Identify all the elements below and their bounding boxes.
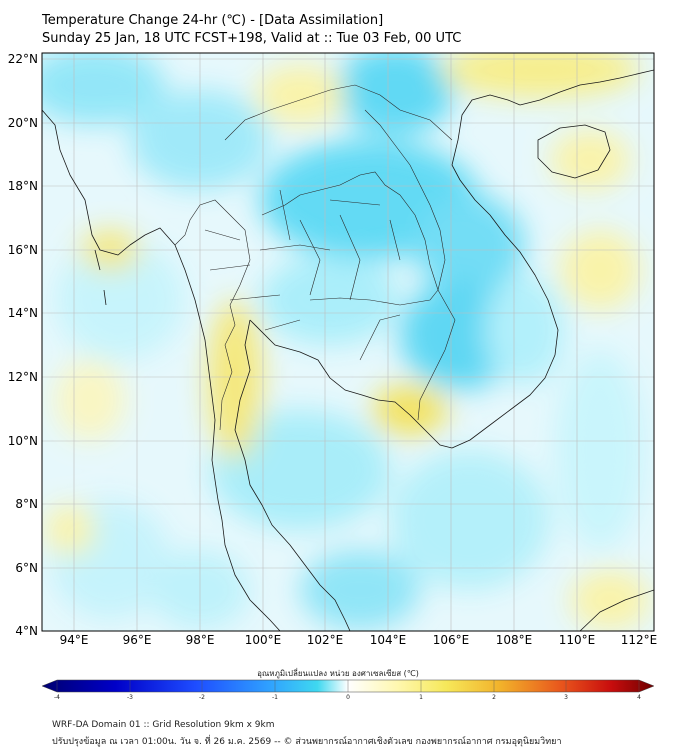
lat-label-16: 16°N xyxy=(7,243,38,257)
lon-label-98: 98°E xyxy=(185,633,215,647)
lat-label-18: 18°N xyxy=(7,179,38,193)
colorbar-tick: 0 xyxy=(346,694,350,701)
colorbar-title: อุณหภูมิเปลี่ยนแปลง หน่วย องศาเซลเซียส (… xyxy=(257,669,419,678)
lon-label-96: 96°E xyxy=(122,633,152,647)
lat-label-14: 14°N xyxy=(7,306,38,320)
footer-credit: ปรับปรุงข้อมูล ณ เวลา 01:00น. วัน จ. ที่… xyxy=(52,737,562,747)
colorbar-tick: 2 xyxy=(492,694,496,701)
lat-label-22: 22°N xyxy=(7,52,38,66)
lat-label-8: 8°N xyxy=(15,497,38,511)
lon-label-100: 100°E xyxy=(244,633,282,647)
colorbar-tick: 1 xyxy=(419,694,423,701)
footer-domain-info: WRF-DA Domain 01 :: Grid Resolution 9km … xyxy=(52,720,275,730)
lon-label-108: 108°E xyxy=(495,633,533,647)
colorbar-tick: -2 xyxy=(199,694,205,701)
lat-label-20: 20°N xyxy=(7,116,38,130)
lon-label-110: 110°E xyxy=(558,633,596,647)
lat-label-4: 4°N xyxy=(15,624,38,638)
colorbar xyxy=(41,679,655,693)
title-line-1: Temperature Change 24-hr (℃) - [Data Ass… xyxy=(42,13,384,28)
chart-title: Temperature Change 24-hr (℃) - [Data Ass… xyxy=(42,12,461,48)
graticule xyxy=(42,53,654,631)
colorbar-tick: -3 xyxy=(127,694,133,701)
colorbar-tick: -1 xyxy=(272,694,278,701)
title-line-2: Sunday 25 Jan, 18 UTC FCST+198, Valid at… xyxy=(42,31,462,46)
map-border xyxy=(41,52,655,632)
country-borders xyxy=(174,84,456,431)
colorbar-tick: 3 xyxy=(564,694,568,701)
lon-label-106: 106°E xyxy=(432,633,470,647)
lat-label-6: 6°N xyxy=(15,561,38,575)
coastlines xyxy=(42,69,654,631)
lon-label-102: 102°E xyxy=(306,633,344,647)
lat-label-12: 12°N xyxy=(7,370,38,384)
colorbar-tick: -4 xyxy=(54,694,60,701)
lon-label-112: 112°E xyxy=(620,633,658,647)
temperature-field xyxy=(42,53,654,631)
colorbar-tick: 4 xyxy=(637,694,641,701)
lat-label-10: 10°N xyxy=(7,434,38,448)
lon-label-94: 94°E xyxy=(59,633,89,647)
lon-label-104: 104°E xyxy=(369,633,407,647)
